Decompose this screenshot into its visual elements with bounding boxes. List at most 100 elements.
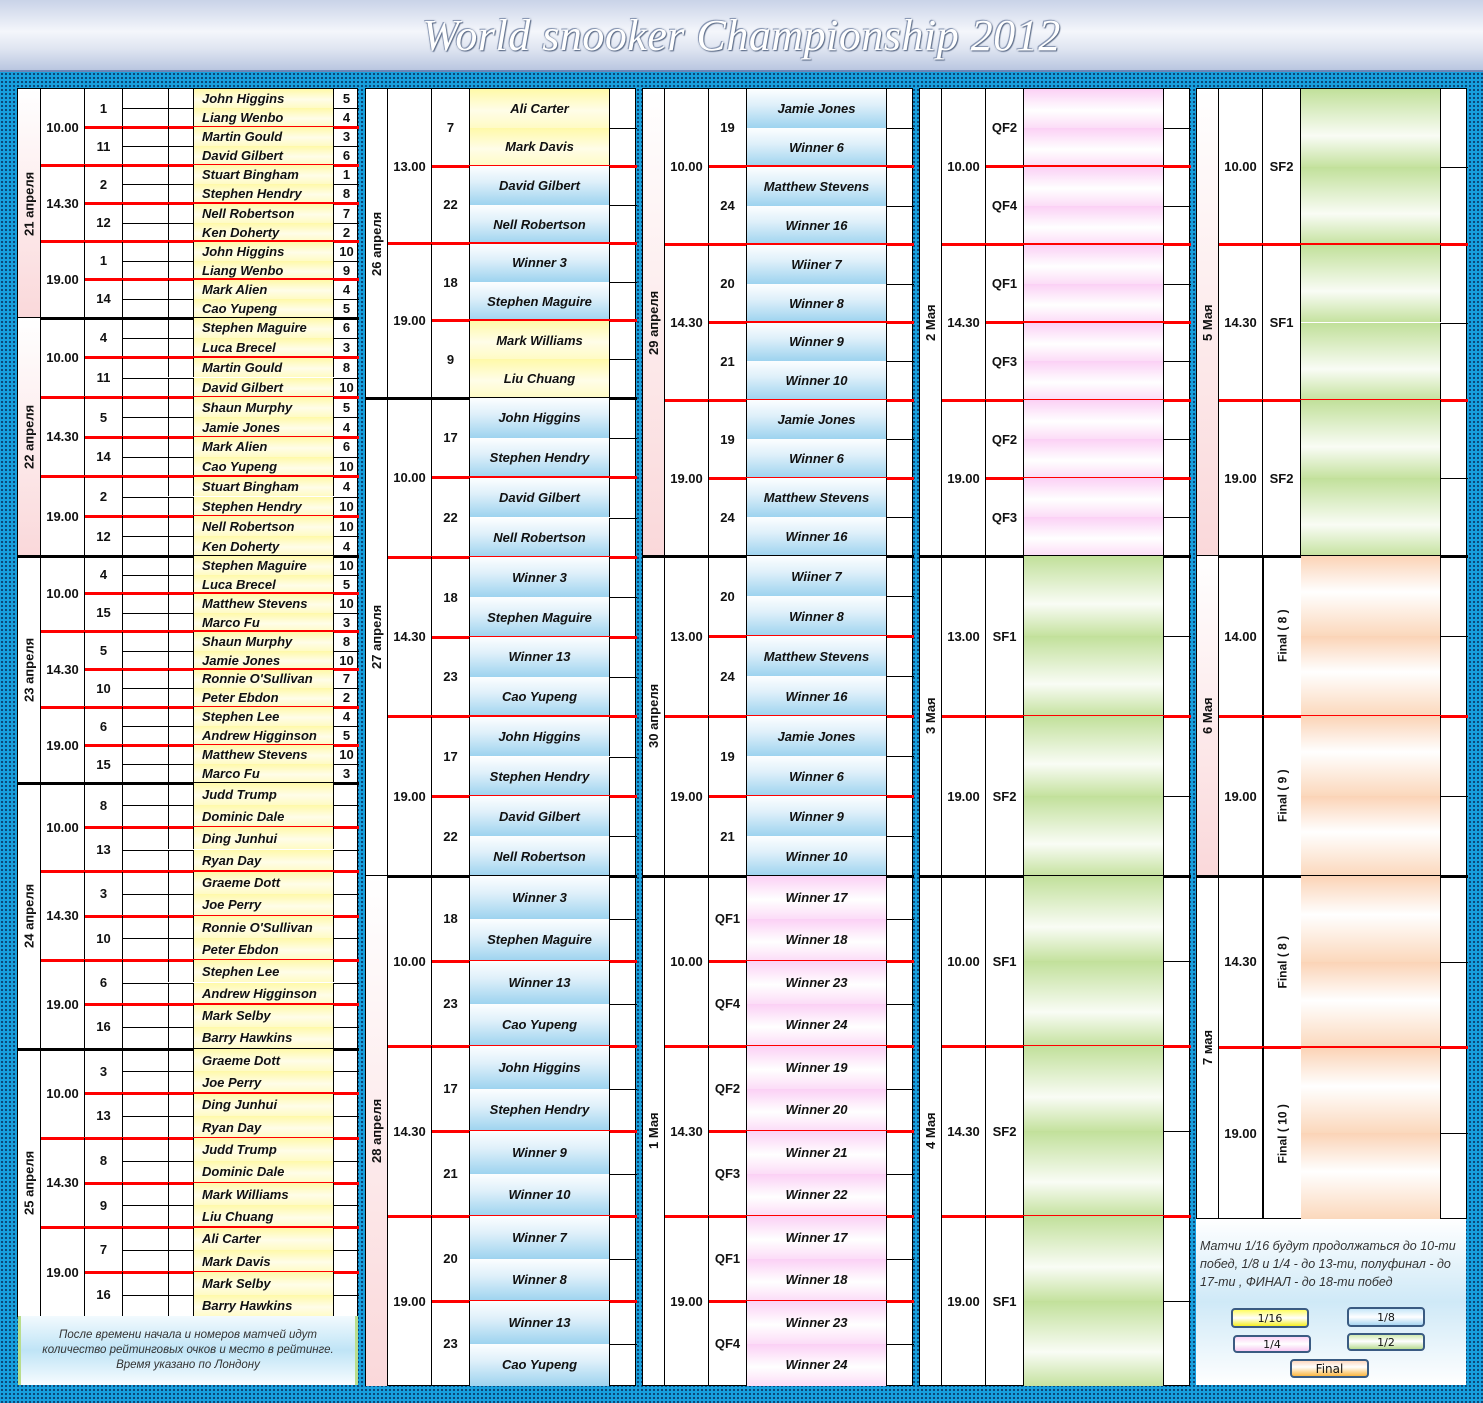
player-name[interactable]: Liang Wenbo (194, 108, 334, 128)
player-name[interactable]: Cao Yupeng (194, 456, 334, 477)
player-name[interactable]: Joe Perry (194, 893, 334, 916)
player-name[interactable]: Matthew Stevens (194, 593, 334, 613)
player-name[interactable]: Dominic Dale (194, 805, 334, 828)
player-name[interactable]: David Gilbert (470, 796, 610, 837)
player-name[interactable]: Cao Yupeng (470, 1003, 610, 1046)
player-name[interactable]: Stephen Lee (194, 960, 334, 983)
player-name[interactable] (1024, 283, 1164, 323)
player-name[interactable]: Winner 23 (747, 961, 887, 1004)
player-name[interactable]: Stuart Bingham (194, 165, 334, 185)
player-name[interactable]: Winner 13 (470, 1301, 610, 1344)
player-name[interactable] (1024, 205, 1164, 245)
player-name[interactable]: Stuart Bingham (194, 476, 334, 497)
player-name[interactable] (1301, 636, 1441, 716)
player-name[interactable]: Ding Junhui (194, 827, 334, 850)
player-name[interactable] (1301, 1047, 1441, 1134)
player-name[interactable]: Winner 16 (747, 517, 887, 556)
player-name[interactable]: Dominic Dale (194, 1160, 334, 1183)
player-name[interactable]: Jamie Jones (747, 89, 887, 128)
player-name[interactable] (1024, 1131, 1164, 1216)
player-name[interactable]: Ronnie O'Sullivan (194, 669, 334, 689)
player-name[interactable]: Winner 20 (747, 1088, 887, 1131)
player-name[interactable]: John Higgins (470, 716, 610, 757)
player-name[interactable] (1301, 1133, 1441, 1219)
player-name[interactable]: Winner 23 (747, 1301, 887, 1344)
player-name[interactable]: Winner 6 (747, 127, 887, 167)
player-name[interactable]: Winner 8 (470, 1258, 610, 1301)
player-name[interactable]: Winner 22 (747, 1173, 887, 1216)
player-name[interactable] (1024, 961, 1164, 1046)
player-name[interactable]: Marco Fu (194, 612, 334, 632)
player-name[interactable]: Ryan Day (194, 849, 334, 872)
player-name[interactable]: Marco Fu (194, 764, 334, 783)
player-name[interactable]: Winner 10 (747, 361, 887, 401)
player-name[interactable] (1301, 166, 1441, 245)
player-name[interactable]: Winner 18 (747, 1258, 887, 1301)
player-name[interactable]: Mark Selby (194, 1272, 334, 1295)
player-name[interactable]: Stephen Maguire (470, 918, 610, 961)
player-name[interactable]: Barry Hawkins (194, 1026, 334, 1049)
player-name[interactable]: Jamie Jones (194, 417, 334, 437)
player-name[interactable]: Stephen Hendry (194, 184, 334, 204)
player-name[interactable]: Winner 3 (470, 243, 610, 283)
player-name[interactable]: Mark Davis (470, 127, 610, 167)
player-name[interactable]: John Higgins (470, 1046, 610, 1089)
player-name[interactable]: John Higgins (194, 241, 334, 261)
player-name[interactable]: Wiiner 7 (747, 556, 887, 596)
player-name[interactable]: Mark Williams (470, 320, 610, 360)
player-name[interactable]: Winner 7 (470, 1216, 610, 1259)
player-name[interactable] (1024, 556, 1164, 636)
player-name[interactable] (1301, 244, 1441, 323)
player-name[interactable] (1301, 478, 1441, 556)
player-name[interactable] (1024, 439, 1164, 479)
player-name[interactable]: Nell Robertson (470, 517, 610, 558)
player-name[interactable]: Nell Robertson (194, 203, 334, 223)
player-name[interactable]: Ken Doherty (194, 536, 334, 556)
player-name[interactable]: Graeme Dott (194, 871, 334, 894)
player-name[interactable] (1301, 400, 1441, 479)
player-name[interactable] (1024, 478, 1164, 518)
player-name[interactable]: Liu Chuang (194, 1205, 334, 1228)
player-name[interactable]: Stephen Lee (194, 707, 334, 727)
player-name[interactable] (1024, 166, 1164, 206)
player-name[interactable]: Matthew Stevens (747, 636, 887, 676)
player-name[interactable]: Ding Junhui (194, 1093, 334, 1116)
player-name[interactable]: Winner 13 (470, 637, 610, 677)
player-name[interactable] (1024, 244, 1164, 284)
player-name[interactable]: Stephen Maguire (194, 318, 334, 338)
player-name[interactable]: Mark Alien (194, 279, 334, 299)
player-name[interactable]: Judd Trump (194, 1138, 334, 1161)
player-name[interactable]: Luca Brecel (194, 337, 334, 358)
player-name[interactable]: David Gilbert (470, 166, 610, 205)
player-name[interactable]: Winner 13 (470, 961, 610, 1004)
player-name[interactable]: Stephen Hendry (194, 496, 334, 517)
player-name[interactable] (1024, 796, 1164, 876)
player-name[interactable]: Matthew Stevens (747, 478, 887, 518)
player-name[interactable]: Wiiner 7 (747, 244, 887, 284)
player-name[interactable]: Andrew Higginson (194, 982, 334, 1005)
player-name[interactable] (1024, 716, 1164, 796)
player-name[interactable]: Winner 17 (747, 876, 887, 919)
player-name[interactable]: Winner 3 (470, 876, 610, 919)
player-name[interactable]: Ronnie O'Sullivan (194, 916, 334, 939)
player-name[interactable]: Winner 24 (747, 1343, 887, 1386)
player-name[interactable] (1024, 322, 1164, 362)
player-name[interactable]: Winner 19 (747, 1046, 887, 1089)
player-name[interactable]: John Higgins (470, 398, 610, 438)
player-name[interactable]: Joe Perry (194, 1071, 334, 1094)
player-name[interactable]: Mark Williams (194, 1183, 334, 1206)
player-name[interactable]: Winner 6 (747, 756, 887, 796)
player-name[interactable] (1024, 89, 1164, 128)
player-name[interactable]: Liang Wenbo (194, 260, 334, 280)
player-name[interactable]: Ali Carter (470, 89, 610, 128)
player-name[interactable]: Winner 10 (747, 836, 887, 876)
player-name[interactable]: Martin Gould (194, 357, 334, 378)
player-name[interactable]: Graeme Dott (194, 1049, 334, 1072)
player-name[interactable] (1024, 1046, 1164, 1131)
player-name[interactable]: Winner 24 (747, 1003, 887, 1046)
player-name[interactable]: Mark Alien (194, 437, 334, 457)
player-name[interactable]: Jamie Jones (747, 716, 887, 756)
player-name[interactable]: Stephen Hendry (470, 437, 610, 478)
player-name[interactable]: Winner 21 (747, 1131, 887, 1174)
player-name[interactable]: Winner 18 (747, 918, 887, 961)
